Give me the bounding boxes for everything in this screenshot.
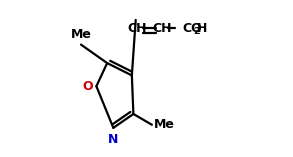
Text: 2: 2 xyxy=(194,27,200,36)
Text: Me: Me xyxy=(71,28,91,41)
Text: N: N xyxy=(108,133,119,146)
Text: CH: CH xyxy=(152,22,172,35)
Text: CH: CH xyxy=(127,22,147,35)
Text: CO: CO xyxy=(182,22,202,35)
Text: H: H xyxy=(197,22,207,35)
Text: Me: Me xyxy=(154,118,174,131)
Text: O: O xyxy=(82,80,93,93)
